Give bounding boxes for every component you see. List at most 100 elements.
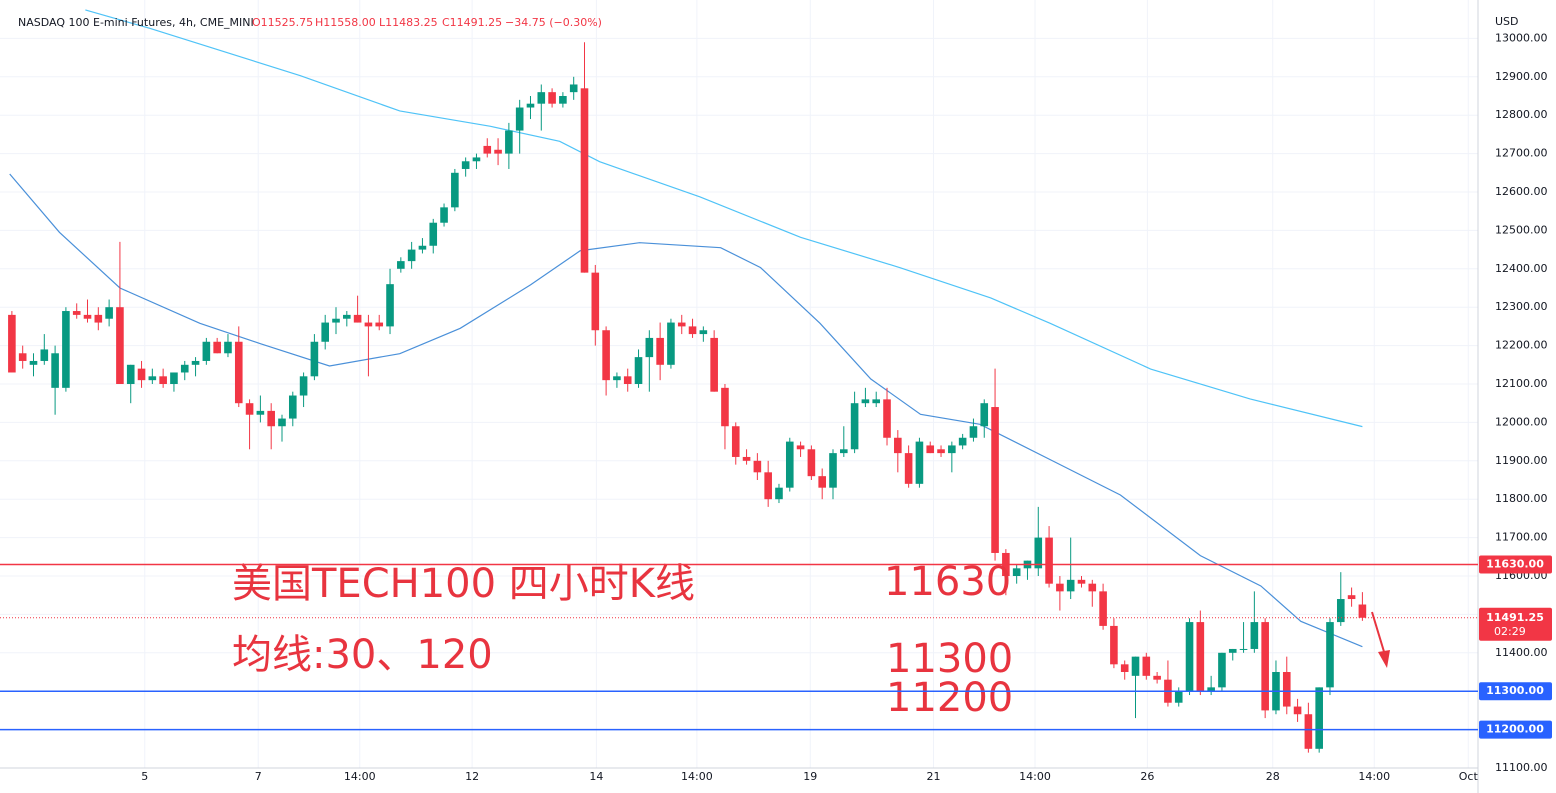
candle-body — [1153, 675, 1161, 680]
price-label: 11300.00 — [1486, 684, 1544, 697]
x-tick-label: 14 — [589, 770, 603, 783]
candle-body — [656, 337, 664, 365]
candle-body — [829, 453, 837, 488]
candle-body — [569, 84, 578, 93]
x-tick-label: 26 — [1140, 770, 1154, 783]
candle-body — [613, 376, 621, 381]
candle-body — [1261, 622, 1269, 711]
price-label-box — [1479, 682, 1552, 701]
candle-body — [386, 284, 394, 327]
candle-body — [213, 341, 221, 354]
candle-body — [83, 314, 92, 319]
y-tick-label: 12300.00 — [1495, 300, 1548, 313]
candle-body — [926, 445, 935, 454]
moving-average — [85, 9, 1363, 428]
candle-body — [980, 403, 989, 427]
y-tick-label: 12100.00 — [1495, 377, 1548, 390]
candle-body — [440, 207, 448, 223]
candle-body — [234, 341, 243, 404]
candle-body — [667, 322, 675, 365]
candle-body — [1185, 622, 1194, 692]
low: L11483.25 — [379, 16, 438, 29]
candle-body — [288, 395, 297, 419]
candle-body — [451, 172, 459, 208]
candle-body — [915, 441, 924, 484]
candle-body — [1131, 656, 1140, 676]
candle-body — [1326, 622, 1334, 688]
candle-body — [1358, 604, 1367, 618]
candle-body — [407, 249, 416, 262]
change: −34.75 (−0.30%) — [505, 16, 602, 29]
candle-body — [1012, 568, 1021, 576]
candle-body — [137, 368, 146, 381]
candle-body — [688, 326, 697, 335]
candle-body — [353, 314, 362, 323]
candle-body — [299, 376, 308, 396]
moving-average — [9, 173, 1363, 648]
candle-body — [1077, 579, 1086, 584]
price-label-box — [1479, 607, 1552, 641]
candle-body — [180, 364, 189, 373]
high: H11558.00 — [315, 16, 376, 29]
y-tick-label: 12500.00 — [1495, 223, 1548, 236]
price-label: 11630.00 — [1486, 557, 1544, 570]
candle-body — [537, 92, 546, 104]
x-tick-label: 14:00 — [344, 770, 376, 783]
candle-body — [116, 307, 124, 384]
candle-body — [872, 399, 881, 404]
candle-body — [948, 445, 956, 454]
candle-body — [969, 426, 978, 438]
candle-body — [937, 449, 945, 454]
candle-body — [94, 314, 103, 323]
candle-body — [505, 130, 513, 154]
candle-body — [1347, 595, 1356, 600]
candle-body — [1315, 687, 1323, 749]
candle-body — [343, 314, 351, 319]
candle-body — [18, 353, 27, 361]
currency: USD — [1495, 15, 1519, 28]
annotation: 11300 — [886, 636, 1013, 682]
candle-body — [1282, 672, 1291, 707]
candle-body — [1174, 691, 1183, 703]
candle-body — [397, 261, 405, 269]
y-tick-label: 12400.00 — [1495, 262, 1548, 275]
candle-body — [818, 476, 826, 488]
candle-body — [267, 410, 275, 427]
candle-body — [742, 456, 751, 461]
x-tick-label: 28 — [1266, 770, 1280, 783]
annotation: 美国TECH100 四小时K线 — [232, 561, 695, 607]
candle-body — [602, 330, 610, 381]
candle-body — [699, 330, 708, 335]
annotation: 11630 — [884, 559, 1011, 605]
candle-body — [1207, 687, 1215, 692]
y-tick-label: 12200.00 — [1495, 339, 1548, 352]
arrow — [1371, 611, 1390, 668]
candle-body — [105, 307, 113, 319]
candle-body — [278, 418, 286, 427]
price-label: 11200.00 — [1486, 723, 1544, 736]
candle-body — [170, 372, 178, 384]
candle-body — [321, 322, 330, 342]
candle-body — [526, 103, 535, 108]
y-tick-label: 11400.00 — [1495, 646, 1548, 659]
grid — [0, 0, 1478, 769]
candle-body — [883, 399, 891, 438]
candle-body — [51, 353, 59, 388]
symbol: NASDAQ 100 E-mini Futures, 4h, CME_MINI — [18, 16, 254, 29]
annotation: 11200 — [886, 675, 1013, 721]
candle-body — [958, 437, 967, 446]
candle-body — [429, 222, 438, 246]
candle-body — [839, 449, 848, 454]
candle-body — [191, 360, 200, 365]
candle-body — [623, 376, 632, 384]
y-tick-label: 12000.00 — [1495, 415, 1548, 428]
candle-body — [721, 387, 729, 427]
candle-body — [29, 360, 38, 365]
candle-body — [126, 364, 135, 384]
annotation: 均线:30、120 — [232, 632, 493, 678]
x-tick-label: 5 — [141, 770, 148, 783]
candle-body — [62, 311, 70, 388]
candle-body — [494, 149, 502, 154]
